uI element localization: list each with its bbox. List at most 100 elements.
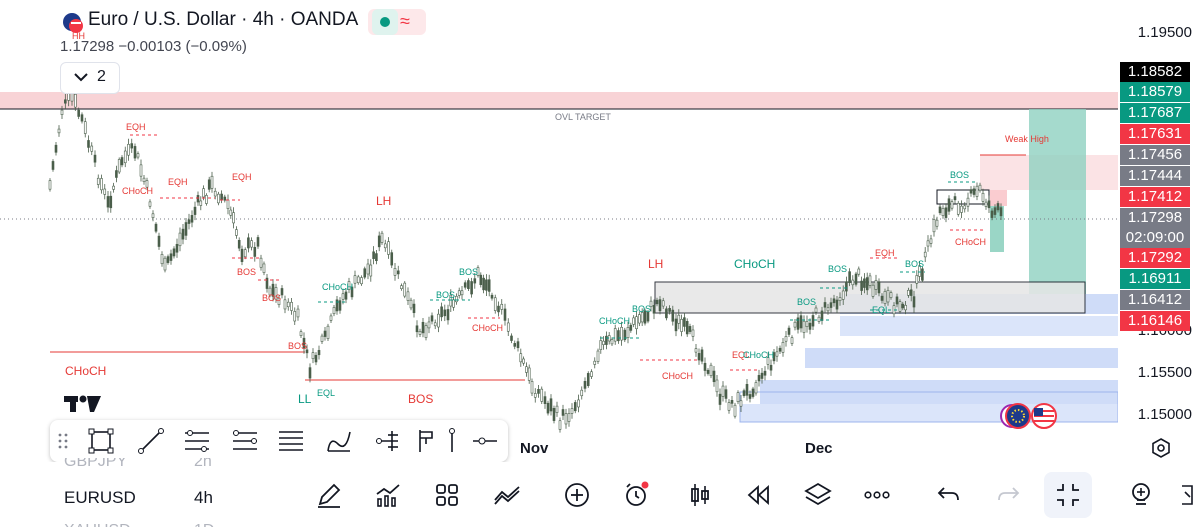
drag-handle-icon[interactable] — [58, 432, 68, 455]
candle-body — [874, 280, 878, 290]
fib-retracement-icon[interactable] — [182, 426, 212, 456]
fullscreen-exit-button[interactable] — [1044, 472, 1092, 518]
watchlist-symbol-active[interactable]: EURUSD — [64, 488, 136, 507]
candle-body — [629, 324, 633, 331]
expand-icon[interactable] — [1180, 480, 1200, 510]
rectangle-icon[interactable] — [86, 426, 116, 456]
candle-body — [533, 393, 537, 398]
candle-body — [950, 201, 954, 209]
draw-icon[interactable] — [314, 480, 344, 510]
lh-label-2: LH — [648, 257, 664, 271]
candles-icon[interactable] — [685, 480, 715, 510]
candle-body — [814, 307, 818, 313]
undo-icon[interactable] — [934, 480, 964, 510]
chart-settings-icon[interactable] — [1150, 437, 1172, 459]
redo-icon[interactable] — [993, 480, 1023, 510]
candle-body — [527, 367, 531, 381]
candle-body — [848, 271, 851, 283]
candle-body — [580, 389, 584, 397]
candle-body — [463, 282, 467, 288]
candle-body — [564, 413, 568, 425]
chart-area[interactable]: OVL TARGET Weak High EQH CHoCH EQH EQH B… — [0, 0, 1118, 462]
candle-body — [583, 380, 587, 389]
candle-body — [430, 315, 434, 322]
replay-icon[interactable] — [744, 480, 774, 510]
candle-body — [274, 287, 278, 300]
candle-body — [640, 312, 644, 323]
choch-label-5: CHoCH — [662, 371, 694, 381]
watchlist-interval-next: 1D — [194, 519, 214, 527]
order-block-teal — [990, 206, 1004, 252]
candle-body — [380, 232, 384, 243]
candle-body — [383, 243, 387, 249]
candle-body — [217, 193, 220, 204]
currency-events-icon[interactable] — [996, 402, 1062, 430]
ovl-target-label: OVL TARGET — [555, 112, 611, 122]
candle-body — [918, 265, 921, 277]
parallel-channel-icon[interactable] — [276, 426, 306, 456]
fib-channel-icon[interactable] — [230, 426, 260, 456]
compare-icon[interactable] — [492, 480, 522, 510]
market-status-pill[interactable]: ≈ — [368, 9, 426, 35]
candle-body — [455, 295, 458, 303]
layers-icon[interactable] — [803, 480, 833, 510]
price-tick-3: 1.15000 — [1137, 406, 1192, 423]
candle-body — [452, 299, 455, 308]
watchlist-symbol-next[interactable]: XAUUSD — [64, 519, 131, 527]
candle-body — [626, 327, 630, 338]
candle-body — [826, 307, 830, 312]
candle-body — [599, 340, 603, 350]
candle-body — [561, 409, 565, 416]
layout-icon[interactable] — [432, 480, 462, 510]
candle-body — [668, 307, 671, 312]
candle-body — [353, 275, 357, 284]
symbol-title[interactable]: Euro / U.S. Dollar · 4h · OANDA — [88, 9, 359, 30]
watchlist-interval-prev: 2h — [194, 458, 212, 470]
candle-body — [781, 341, 785, 353]
candle-body — [112, 185, 115, 190]
watchlist-interval-active: 4h — [194, 488, 213, 507]
pitchfork-icon[interactable] — [414, 426, 444, 456]
ideas-icon[interactable] — [1126, 480, 1156, 510]
candle-body — [202, 188, 205, 198]
price-tick-1: 1.19500 — [1137, 24, 1192, 41]
horizontal-ray-icon[interactable] — [470, 426, 500, 456]
price-tag: 1.18579 — [1120, 82, 1190, 102]
ruler-icon[interactable] — [440, 426, 470, 456]
indicators-collapse-button[interactable]: 2 — [60, 62, 120, 94]
trend-line-icon[interactable] — [136, 426, 166, 456]
candle-body — [473, 278, 477, 284]
candle-body — [886, 290, 890, 303]
long-position-icon[interactable] — [372, 426, 402, 456]
candle-body — [172, 248, 176, 257]
candle-body — [981, 192, 985, 202]
candle-body — [64, 99, 67, 104]
candle-body — [742, 390, 746, 396]
candle-body — [926, 240, 930, 247]
add-icon[interactable] — [562, 480, 592, 510]
candle-body — [329, 315, 333, 321]
candle-body — [199, 200, 203, 206]
alert-icon[interactable] — [622, 480, 652, 510]
candle-body — [757, 375, 761, 382]
choch-label-2: CHoCH — [322, 282, 354, 292]
more-icon[interactable] — [862, 480, 892, 510]
price-chart[interactable] — [0, 0, 1118, 462]
watchlist-symbol-prev[interactable]: GBPJPY — [64, 458, 128, 470]
brush-icon[interactable] — [324, 426, 354, 456]
candle-body — [363, 268, 367, 278]
candle-body — [733, 404, 737, 417]
indicators-icon[interactable] — [373, 480, 403, 510]
candle-body — [960, 205, 963, 213]
candle-body — [573, 402, 577, 412]
candle-body — [709, 364, 713, 377]
candle-body — [393, 268, 397, 276]
candle-body — [953, 196, 957, 201]
price-quote: 1.17298 −0.00103 (−0.09%) — [60, 38, 247, 55]
candle-body — [947, 198, 951, 212]
candle-body — [409, 299, 413, 309]
candle-body — [811, 315, 815, 327]
candle-body — [904, 304, 907, 311]
candle-body — [427, 321, 431, 329]
candle-body — [620, 326, 623, 341]
